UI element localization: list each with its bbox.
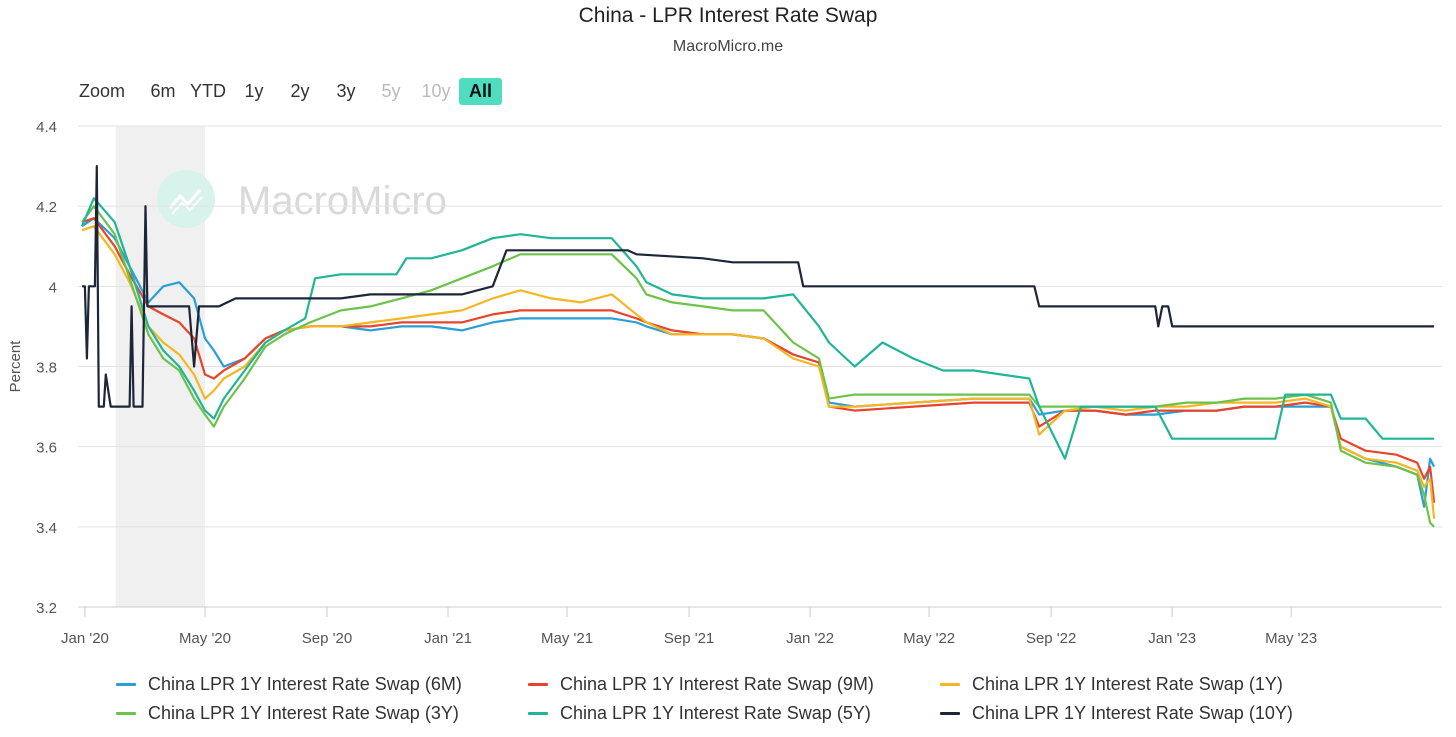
- zoom-bar: Zoom 6m YTD 1y 2y 3y 5y 10y All: [79, 76, 503, 106]
- legend-item-4[interactable]: China LPR 1Y Interest Rate Swap (5Y): [528, 703, 940, 724]
- legend-item-5[interactable]: China LPR 1Y Interest Rate Swap (10Y): [940, 703, 1352, 724]
- zoom-3y-button[interactable]: 3y: [336, 80, 356, 101]
- y-tick-label: 4.4: [36, 119, 57, 136]
- watermark: MacroMicro: [157, 170, 447, 228]
- legend-item-3[interactable]: China LPR 1Y Interest Rate Swap (3Y): [116, 703, 528, 724]
- zoom-10y-button[interactable]: 10y: [421, 80, 451, 101]
- legend-swatch: [940, 683, 960, 686]
- chart-subtitle: MacroMicro.me: [672, 38, 784, 55]
- y-tick-label: 4: [49, 279, 57, 296]
- zoom-5y-button[interactable]: 5y: [381, 80, 401, 101]
- legend-swatch: [940, 712, 960, 715]
- legend-item-0[interactable]: China LPR 1Y Interest Rate Swap (6M): [116, 674, 528, 695]
- x-tick-label: Sep '21: [664, 630, 714, 647]
- x-tick-label: May '21: [541, 630, 593, 647]
- legend-item-1[interactable]: China LPR 1Y Interest Rate Swap (9M): [528, 674, 940, 695]
- series-line-2: [81, 225, 1436, 519]
- series-line-1: [81, 217, 1436, 503]
- y-axis-title: Percent: [7, 340, 24, 393]
- x-tick-label: Sep '20: [302, 630, 352, 647]
- x-tick-label: Jan '23: [1148, 630, 1196, 647]
- y-tick-label: 4.2: [36, 199, 57, 216]
- x-tick-label: Jan '20: [61, 630, 109, 647]
- x-tick-label: May '22: [903, 630, 955, 647]
- y-tick-label: 3.2: [36, 600, 57, 617]
- x-tick-label: May '23: [1265, 630, 1317, 647]
- x-tick-label: Jan '22: [786, 630, 834, 647]
- y-tick-label: 3.4: [36, 520, 57, 537]
- legend-label: China LPR 1Y Interest Rate Swap (1Y): [972, 674, 1283, 694]
- x-tick-label: May '20: [179, 630, 231, 647]
- legend-label: China LPR 1Y Interest Rate Swap (9M): [560, 674, 874, 694]
- zoom-2y-button[interactable]: 2y: [290, 80, 310, 101]
- zoom-label: Zoom: [79, 80, 126, 101]
- legend-swatch: [116, 712, 136, 715]
- zoom-all-button[interactable]: All: [459, 77, 503, 105]
- legend-label: China LPR 1Y Interest Rate Swap (6M): [148, 674, 462, 694]
- legend-label: China LPR 1Y Interest Rate Swap (5Y): [560, 703, 871, 723]
- legend-swatch: [528, 712, 548, 715]
- chart-legend: China LPR 1Y Interest Rate Swap (6M) Chin…: [116, 674, 1356, 724]
- x-tick-label: Sep '22: [1026, 630, 1076, 647]
- zoom-1y-button[interactable]: 1y: [244, 80, 264, 101]
- zoom-6m-button[interactable]: 6m: [150, 80, 176, 101]
- y-tick-label: 3.8: [36, 360, 57, 377]
- zoom-ytd-button[interactable]: YTD: [190, 80, 227, 101]
- series-line-4: [80, 197, 1435, 460]
- x-tick-label: Jan '21: [424, 630, 472, 647]
- series-line-3: [81, 205, 1435, 528]
- legend-swatch: [528, 683, 548, 686]
- watermark-text: MacroMicro: [238, 179, 447, 223]
- chart-title: China - LPR Interest Rate Swap: [578, 4, 878, 27]
- y-tick-label: 3.6: [36, 440, 57, 457]
- legend-swatch: [116, 683, 136, 686]
- series-line-5: [82, 165, 1435, 408]
- legend-item-2[interactable]: China LPR 1Y Interest Rate Swap (1Y): [940, 674, 1352, 695]
- legend-label: China LPR 1Y Interest Rate Swap (10Y): [972, 703, 1293, 723]
- legend-label: China LPR 1Y Interest Rate Swap (3Y): [148, 703, 459, 723]
